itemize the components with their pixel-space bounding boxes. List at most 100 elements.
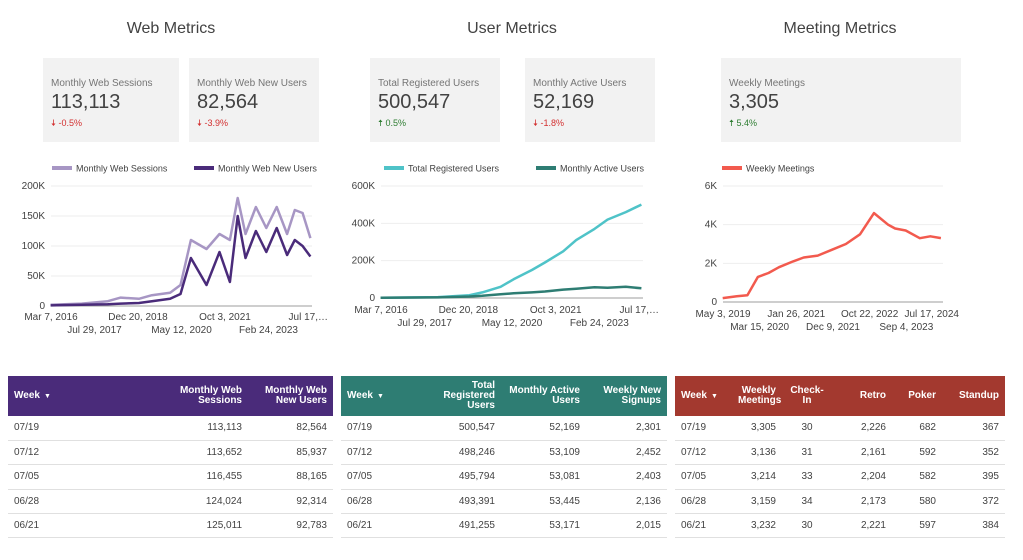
column-header[interactable]: Monthly Web Sessions bbox=[168, 376, 248, 416]
value-cell: 53,109 bbox=[501, 440, 586, 466]
week-cell: 07/12 bbox=[675, 440, 732, 466]
column-header[interactable]: Monthly Active Users bbox=[501, 376, 586, 416]
table-row[interactable]: 07/19 3,305 30 2,226 682 367 bbox=[675, 416, 1005, 441]
column-header[interactable]: Monthly Web New Users bbox=[248, 376, 333, 416]
table-row[interactable]: 07/19 113,113 82,564 bbox=[8, 416, 333, 441]
y-tick-label: 400K bbox=[352, 218, 376, 229]
meeting-metrics-chart: 0 2K 4K 6K May 3, 2019 Mar 15, 2020 Jan 26, 20… bbox=[695, 164, 960, 334]
x-tick-label: Dec 9, 2021 bbox=[806, 322, 860, 333]
value-cell: 2,452 bbox=[586, 440, 667, 466]
column-header-week[interactable]: Week ▼ bbox=[675, 376, 732, 416]
x-tick-label: Oct 3, 2021 bbox=[199, 312, 251, 323]
y-tick-label: 4K bbox=[705, 220, 718, 231]
week-cell: 07/05 bbox=[8, 464, 168, 490]
scorecard-change: 🠇 -1.8% bbox=[533, 116, 655, 132]
week-cell: 07/12 bbox=[8, 440, 168, 466]
column-header[interactable]: Check-In bbox=[782, 376, 832, 416]
value-cell: 124,024 bbox=[168, 489, 248, 515]
arrow-up-icon: 🠅 bbox=[729, 118, 734, 128]
y-tick-label: 0 bbox=[39, 301, 45, 312]
value-cell: 498,246 bbox=[436, 440, 501, 466]
value-cell: 92,314 bbox=[248, 489, 333, 515]
table-row[interactable]: 06/28 3,159 34 2,173 580 372 bbox=[675, 489, 1005, 515]
value-cell: 682 bbox=[892, 416, 942, 441]
value-cell: 592 bbox=[892, 440, 942, 466]
arrow-down-icon: 🠇 bbox=[197, 118, 202, 128]
scorecard-web-sessions: Monthly Web Sessions 113,113 🠇 -0.5% bbox=[43, 58, 179, 142]
value-cell: 82,564 bbox=[248, 416, 333, 441]
value-cell: 2,301 bbox=[586, 416, 667, 441]
arrow-down-icon: 🠇 bbox=[51, 118, 56, 128]
change-value: -0.5% bbox=[58, 118, 82, 128]
x-tick-label: Feb 24, 2023 bbox=[239, 325, 298, 336]
meeting-metrics-table: Week ▼ Weekly Meetings Check-In Retro Pok… bbox=[675, 376, 1005, 539]
scorecard-label: Weekly Meetings bbox=[729, 78, 805, 89]
series-line bbox=[722, 211, 942, 300]
value-cell: 2,173 bbox=[832, 489, 892, 515]
y-tick-label: 200K bbox=[352, 256, 376, 267]
column-header-week[interactable]: Week ▼ bbox=[8, 376, 168, 416]
scorecard-value: 3,305 bbox=[729, 91, 780, 113]
table-row[interactable]: 07/05 116,455 88,165 bbox=[8, 464, 333, 490]
scorecard-value: 113,113 bbox=[51, 91, 121, 113]
x-tick-label: Oct 3, 2021 bbox=[530, 305, 582, 316]
value-cell: 3,214 bbox=[732, 464, 782, 490]
x-tick-label: Jul 17,… bbox=[289, 312, 328, 323]
week-cell: 06/28 bbox=[675, 489, 732, 515]
y-tick-label: 100K bbox=[22, 241, 46, 252]
series-line bbox=[50, 196, 312, 307]
week-cell: 07/19 bbox=[341, 416, 436, 441]
value-cell: 53,445 bbox=[501, 489, 586, 515]
column-header-week[interactable]: Week ▼ bbox=[341, 376, 436, 416]
week-cell: 07/05 bbox=[341, 464, 436, 490]
value-cell: 395 bbox=[942, 464, 1005, 490]
user-metrics-table: Week ▼ Total Registered Users Monthly Act… bbox=[341, 376, 667, 539]
value-cell: 2,136 bbox=[586, 489, 667, 515]
sort-down-icon[interactable]: ▼ bbox=[43, 392, 51, 400]
column-header[interactable]: Weekly Meetings bbox=[732, 376, 782, 416]
value-cell: 34 bbox=[782, 489, 832, 515]
week-cell: 06/28 bbox=[341, 489, 436, 515]
column-header[interactable]: Weekly New Signups bbox=[586, 376, 667, 416]
value-cell: 53,171 bbox=[501, 513, 586, 539]
table-row[interactable]: 07/19 500,547 52,169 2,301 bbox=[341, 416, 667, 441]
table-row[interactable]: 07/12 3,136 31 2,161 592 352 bbox=[675, 440, 1005, 466]
value-cell: 116,455 bbox=[168, 464, 248, 490]
y-tick-label: 150K bbox=[22, 211, 46, 222]
value-cell: 3,136 bbox=[732, 440, 782, 466]
table-row[interactable]: 07/12 498,246 53,109 2,452 bbox=[341, 440, 667, 466]
scorecard-weekly-meetings: Weekly Meetings 3,305 🠅 5.4% bbox=[721, 58, 961, 142]
value-cell: 3,305 bbox=[732, 416, 782, 441]
column-header[interactable]: Retro bbox=[832, 376, 892, 416]
week-cell: 06/21 bbox=[675, 513, 732, 539]
value-cell: 3,159 bbox=[732, 489, 782, 515]
week-cell: 07/19 bbox=[675, 416, 732, 441]
user-metrics-chart: 0 200K 400K 600K Mar 7, 2016 Jul 29, 2017 Dec … bbox=[352, 164, 659, 330]
scorecard-registered-users: Total Registered Users 500,547 🠅 0.5% bbox=[370, 58, 500, 142]
web-metrics-table: Week ▼ Monthly Web Sessions Monthly Web N… bbox=[8, 376, 333, 539]
x-tick-label: Jul 17, 2024 bbox=[905, 309, 960, 320]
table-row[interactable]: 06/28 493,391 53,445 2,136 bbox=[341, 489, 667, 515]
value-cell: 30 bbox=[782, 513, 832, 539]
table-row[interactable]: 07/05 495,794 53,081 2,403 bbox=[341, 464, 667, 490]
value-cell: 384 bbox=[942, 513, 1005, 539]
table-row[interactable]: 07/05 3,214 33 2,204 582 395 bbox=[675, 464, 1005, 490]
table-row[interactable]: 06/21 3,232 30 2,221 597 384 bbox=[675, 513, 1005, 539]
web-metrics-title: Web Metrics bbox=[126, 20, 216, 37]
value-cell: 367 bbox=[942, 416, 1005, 441]
table-row[interactable]: 06/28 124,024 92,314 bbox=[8, 489, 333, 515]
x-tick-label: May 12, 2020 bbox=[482, 318, 543, 329]
column-header[interactable]: Poker bbox=[892, 376, 942, 416]
table-row[interactable]: 06/21 491,255 53,171 2,015 bbox=[341, 513, 667, 539]
legend-label: Monthly Active Users bbox=[560, 164, 645, 174]
value-cell: 125,011 bbox=[168, 513, 248, 539]
value-cell: 580 bbox=[892, 489, 942, 515]
sort-down-icon[interactable]: ▼ bbox=[376, 392, 384, 400]
column-header[interactable]: Standup bbox=[942, 376, 1005, 416]
table-row[interactable]: 06/21 125,011 92,783 bbox=[8, 513, 333, 539]
arrow-up-icon: 🠅 bbox=[378, 118, 383, 128]
arrow-down-icon: 🠇 bbox=[533, 118, 538, 128]
sort-down-icon[interactable]: ▼ bbox=[710, 392, 718, 400]
table-row[interactable]: 07/12 113,652 85,937 bbox=[8, 440, 333, 466]
column-header[interactable]: Total Registered Users bbox=[436, 376, 501, 416]
